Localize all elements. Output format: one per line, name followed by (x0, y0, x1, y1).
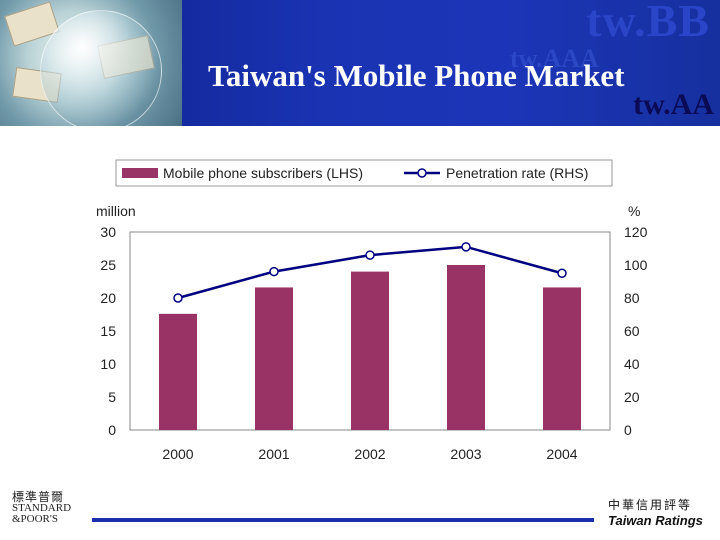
bar-series (159, 265, 581, 430)
legend-box (115, 159, 613, 187)
line-point (365, 250, 375, 260)
y-tick-right-label: 80 (624, 290, 640, 306)
y-axis-left-title: million (96, 203, 136, 219)
y-tick-right-label: 0 (624, 422, 632, 438)
y-tick-left-label: 0 (108, 422, 116, 438)
sp-logo-en-1: STANDARD (12, 502, 72, 514)
legend-bar-swatch (122, 168, 158, 178)
ghost-rating-bb: tw.BB (586, 0, 710, 46)
y-tick-right-label: 20 (624, 389, 640, 405)
bar (543, 287, 581, 430)
bar (159, 313, 197, 430)
x-tick-label: 2001 (258, 446, 289, 462)
y-axis-left-ticks: 0 5 10 15 20 25 30 (100, 224, 116, 438)
y-tick-right-label: 100 (624, 257, 648, 273)
taiwan-ratings-cn: 中華信用評等 (608, 498, 693, 512)
y-tick-right-label: 40 (624, 356, 640, 372)
sp-logo-cn: 標準普爾 (12, 490, 65, 504)
bar (351, 271, 389, 430)
x-tick-label: 2004 (546, 446, 577, 462)
legend-line-label: Penetration rate (RHS) (446, 165, 588, 181)
header-banner: tw.BB tw.AAA Taiwan's Mobile Phone Marke… (0, 0, 720, 126)
y-tick-left-label: 25 (100, 257, 116, 273)
x-axis-ticks: 2000 2001 2002 2003 2004 (162, 446, 577, 462)
bar (447, 265, 485, 430)
page-title: Taiwan's Mobile Phone Market (208, 58, 625, 93)
x-tick-label: 2003 (450, 446, 481, 462)
y-tick-right-label: 60 (624, 323, 640, 339)
footer-divider (92, 518, 594, 522)
rating-tag: tw.AA (633, 88, 714, 121)
y-tick-left-label: 20 (100, 290, 116, 306)
taiwan-ratings-logo: 中華信用評等 Taiwan Ratings (608, 496, 703, 528)
line-point (461, 242, 471, 252)
y-axis-right-title: % (628, 203, 640, 219)
y-tick-right-label: 120 (624, 224, 648, 240)
legend-bar-label: Mobile phone subscribers (LHS) (163, 165, 363, 181)
bar (255, 287, 293, 430)
ghost-rating-aaa: tw.AAA (510, 44, 599, 73)
y-tick-left-label: 10 (100, 356, 116, 372)
line-point (269, 266, 279, 277)
line-point (173, 293, 183, 303)
y-tick-left-label: 5 (108, 389, 116, 405)
y-axis-right-ticks: 0 20 40 60 80 100 120 (624, 224, 648, 438)
line-series (173, 242, 567, 303)
sp-logo: 標準普爾 STANDARD &POOR'S (12, 490, 92, 525)
y-tick-left-label: 30 (100, 224, 116, 240)
legend-line-marker (417, 168, 427, 178)
y-tick-left-label: 15 (100, 323, 116, 339)
legend: Mobile phone subscribers (LHS) Penetrati… (115, 159, 613, 187)
banner-photo (0, 0, 182, 126)
sp-logo-en-2: &POOR'S (12, 513, 58, 525)
x-tick-label: 2002 (354, 446, 385, 462)
taiwan-ratings-en: Taiwan Ratings (608, 513, 703, 528)
line-point (557, 268, 567, 278)
x-tick-label: 2000 (162, 446, 193, 462)
